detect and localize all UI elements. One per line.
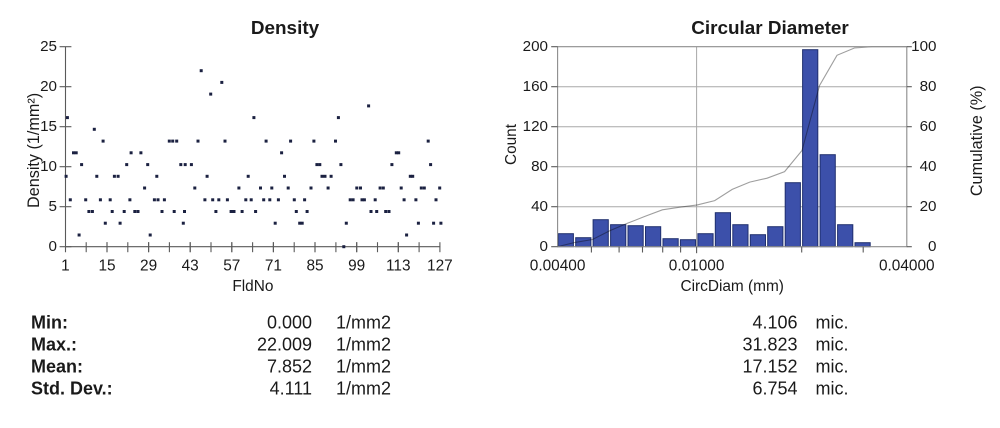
svg-text:60: 60 (920, 118, 937, 135)
svg-text:Density: Density (251, 18, 320, 39)
svg-text:15: 15 (40, 118, 57, 135)
svg-text:Cumulative (%): Cumulative (%) (968, 85, 986, 196)
svg-text:1/mm2: 1/mm2 (336, 312, 391, 332)
svg-text:127: 127 (427, 258, 453, 275)
svg-text:Count: Count (503, 123, 520, 165)
svg-text:200: 200 (523, 38, 548, 55)
svg-text:mic.: mic. (816, 356, 849, 376)
svg-text:FldNo: FldNo (232, 278, 273, 295)
svg-text:43: 43 (182, 258, 199, 275)
svg-text:100: 100 (911, 38, 936, 55)
svg-text:1/mm2: 1/mm2 (336, 334, 391, 354)
svg-text:Density (1/mm²): Density (1/mm²) (25, 93, 43, 208)
svg-text:31.823: 31.823 (742, 334, 797, 354)
svg-text:17.152: 17.152 (742, 356, 797, 376)
svg-text:Std. Dev.:: Std. Dev.: (31, 378, 113, 398)
svg-text:mic.: mic. (816, 378, 849, 398)
svg-text:85: 85 (306, 258, 323, 275)
svg-text:10: 10 (40, 158, 57, 175)
svg-text:71: 71 (265, 258, 282, 275)
svg-text:80: 80 (920, 78, 937, 95)
svg-text:1/mm2: 1/mm2 (336, 378, 391, 398)
svg-text:Circular Diameter: Circular Diameter (691, 18, 849, 39)
svg-text:0.000: 0.000 (267, 312, 312, 332)
svg-text:mic.: mic. (816, 334, 849, 354)
svg-text:Min:: Min: (31, 312, 68, 332)
svg-text:0.00400: 0.00400 (530, 258, 586, 275)
svg-text:113: 113 (386, 258, 411, 275)
svg-text:0: 0 (49, 238, 57, 255)
svg-text:CircDiam (mm): CircDiam (mm) (680, 278, 783, 295)
svg-text:6.754: 6.754 (752, 378, 797, 398)
svg-text:1: 1 (61, 258, 70, 275)
svg-text:120: 120 (523, 118, 548, 135)
svg-text:20: 20 (40, 78, 57, 95)
svg-text:40: 40 (531, 198, 548, 215)
svg-text:4.111: 4.111 (270, 378, 312, 398)
svg-text:15: 15 (98, 258, 115, 275)
svg-text:29: 29 (140, 258, 157, 275)
svg-text:0: 0 (928, 238, 936, 255)
svg-text:99: 99 (348, 258, 365, 275)
svg-text:20: 20 (920, 198, 937, 215)
svg-text:1/mm2: 1/mm2 (336, 356, 391, 376)
svg-text:40: 40 (920, 158, 937, 175)
svg-text:Max.:: Max.: (31, 334, 77, 354)
svg-text:25: 25 (40, 38, 57, 55)
svg-text:160: 160 (523, 78, 548, 95)
svg-text:57: 57 (223, 258, 240, 275)
svg-text:22.009: 22.009 (257, 334, 312, 354)
svg-text:0.01000: 0.01000 (669, 258, 725, 275)
svg-text:5: 5 (49, 198, 57, 215)
svg-text:80: 80 (531, 158, 548, 175)
svg-text:Mean:: Mean: (31, 356, 83, 376)
svg-text:4.106: 4.106 (752, 312, 797, 332)
svg-text:0.04000: 0.04000 (879, 258, 935, 275)
svg-text:mic.: mic. (816, 312, 849, 332)
svg-text:7.852: 7.852 (267, 356, 312, 376)
svg-text:0: 0 (540, 238, 548, 255)
